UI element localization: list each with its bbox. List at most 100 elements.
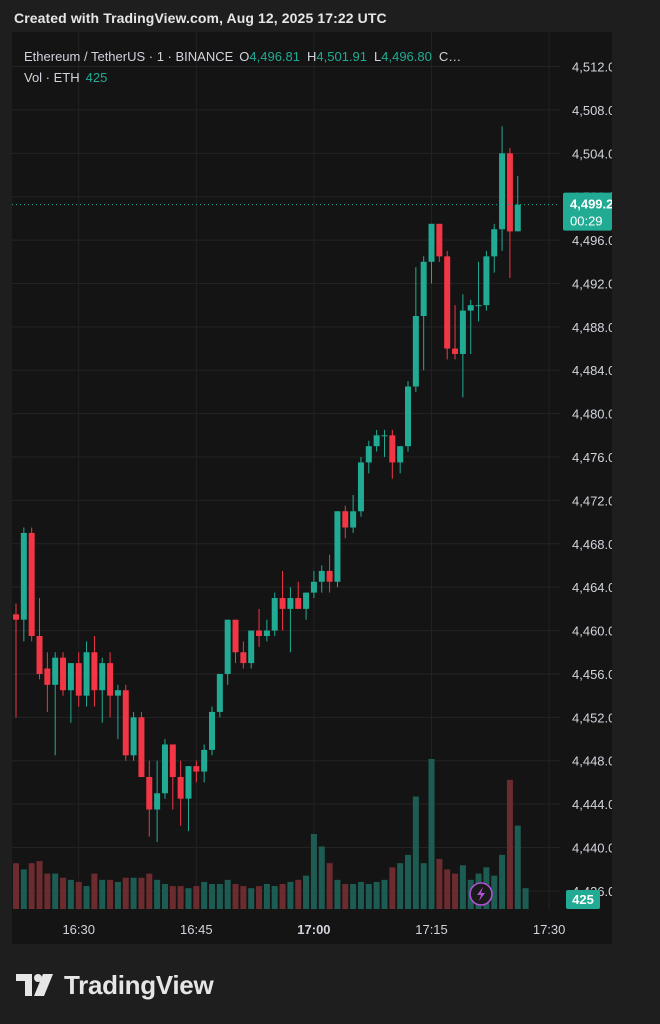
candle-body — [60, 657, 67, 691]
candle — [436, 223, 443, 262]
candle-body — [122, 690, 129, 756]
tradingview-footer: TradingView — [16, 968, 214, 1002]
candle — [146, 760, 153, 837]
ohlc-legend-row: Ethereum / TetherUS · 1 · BINANCE O4,496.… — [24, 46, 461, 67]
volume-bar — [342, 884, 349, 909]
candle — [491, 223, 498, 273]
candle-body — [271, 598, 278, 631]
x-tick-label: 17:30 — [533, 922, 566, 937]
candle — [373, 429, 380, 452]
candle — [60, 652, 67, 696]
volume-bar — [279, 884, 286, 909]
candle — [506, 147, 513, 279]
lightning-icon[interactable] — [469, 882, 493, 906]
candle — [83, 641, 90, 707]
volume-bar — [36, 861, 43, 909]
tradingview-brand: TradingView — [64, 969, 214, 1000]
volume-bar — [412, 796, 419, 909]
chart-legend: Ethereum / TetherUS · 1 · BINANCE O4,496.… — [24, 46, 461, 88]
volume-bar — [169, 886, 176, 909]
volume-bar — [499, 854, 506, 909]
candle-body — [232, 619, 239, 653]
volume-bar — [248, 888, 255, 909]
candle — [310, 570, 317, 599]
candle-body — [287, 598, 294, 609]
volume-bar — [13, 863, 19, 909]
candle — [256, 608, 263, 647]
created-with-credit: Created with TradingView.com, Aug 12, 20… — [14, 10, 387, 26]
volume-bar — [459, 865, 466, 909]
volume-bar — [138, 877, 145, 909]
y-tick-label: 4,444.00 — [572, 797, 612, 812]
candle-body — [436, 223, 443, 257]
price-countdown: 00:29 — [570, 214, 603, 229]
y-tick-label: 4,512.00 — [572, 60, 612, 75]
candle-body — [397, 446, 404, 463]
volume-label[interactable]: Vol · ETH — [24, 70, 80, 85]
price-chart[interactable]: 4,436.004,440.004,444.004,448.004,452.00… — [12, 32, 612, 944]
candle-body — [459, 310, 466, 354]
candle-body — [326, 570, 333, 582]
volume-bar — [107, 879, 114, 909]
volume-bar — [161, 884, 168, 909]
y-tick-label: 4,492.00 — [572, 276, 612, 291]
candle-body — [334, 511, 341, 582]
chart-panel[interactable]: 4,436.004,440.004,444.004,448.004,452.00… — [12, 32, 612, 944]
candle — [13, 603, 19, 718]
y-tick-label: 4,440.00 — [572, 840, 612, 855]
candle-body — [373, 435, 380, 447]
candle-body — [130, 717, 137, 756]
candle-body — [91, 652, 98, 691]
candle — [224, 619, 231, 685]
candle-body — [44, 668, 51, 685]
candle-body — [161, 744, 168, 794]
volume-bar — [491, 875, 498, 909]
volume-bar — [67, 879, 74, 909]
candle — [263, 619, 270, 642]
candle — [350, 494, 357, 533]
current-price-badge: 4,499.27 00:29 — [563, 192, 612, 231]
volume-bar — [185, 888, 192, 909]
y-tick-label: 4,464.00 — [572, 580, 612, 595]
volume-badge-bg — [566, 890, 600, 909]
candle-body — [499, 153, 506, 230]
candle-body — [342, 511, 349, 528]
candle — [185, 766, 192, 832]
candle — [287, 587, 294, 653]
candle-body — [506, 153, 513, 232]
candle — [389, 429, 396, 479]
volume-bar — [326, 863, 333, 909]
x-tick-label: 17:15 — [415, 922, 448, 937]
candle-body — [83, 652, 90, 696]
candle — [279, 570, 286, 631]
candle-body — [28, 532, 35, 636]
candle — [467, 299, 474, 354]
volume-bar — [357, 881, 364, 909]
candle — [216, 673, 223, 718]
volume-legend-row: Vol · ETH 425 — [24, 67, 461, 88]
candle-body — [295, 598, 302, 609]
candle-body — [169, 744, 176, 777]
volume-bar — [271, 886, 278, 909]
y-tick-label: 4,508.00 — [572, 103, 612, 118]
candle — [138, 711, 145, 777]
candle-body — [412, 316, 419, 387]
symbol-label[interactable]: Ethereum / TetherUS · 1 · BINANCE — [24, 49, 234, 64]
volume-bar — [310, 834, 317, 909]
volume-bar — [350, 884, 357, 909]
volume-bar — [60, 877, 67, 909]
volume-bar — [99, 879, 106, 909]
lightning-icon-bolt — [477, 887, 485, 901]
candle-body — [201, 749, 208, 772]
x-tick-label: 17:00 — [297, 922, 330, 937]
volume-bar — [83, 886, 90, 909]
volume-bar — [75, 881, 82, 909]
candle-body — [216, 673, 223, 712]
candle-body — [357, 462, 364, 512]
candle — [365, 440, 372, 474]
high-value: 4,501.91 — [316, 49, 368, 64]
candle — [452, 305, 459, 360]
volume-bar — [397, 863, 404, 909]
candle — [67, 663, 74, 723]
y-tick-label: 4,452.00 — [572, 710, 612, 725]
